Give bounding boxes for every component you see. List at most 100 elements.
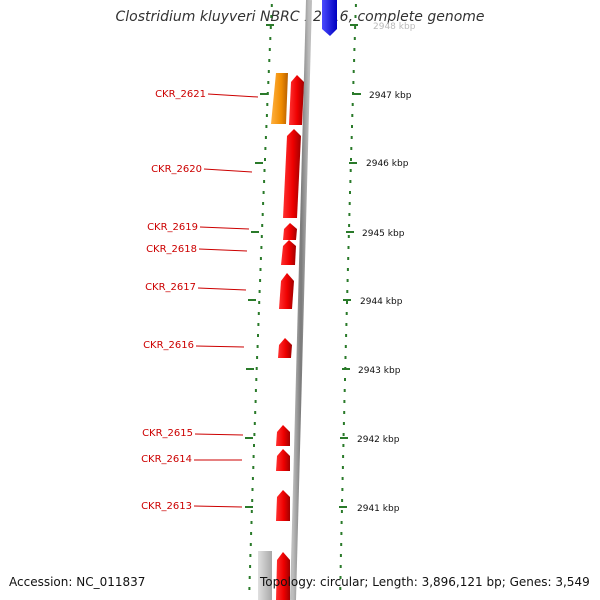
topology-label: Topology:: [260, 575, 317, 589]
gene-label[interactable]: CKR_2615: [142, 428, 193, 439]
gene-arrow-ckr-2621[interactable]: [271, 73, 288, 124]
ruler-tick: [246, 368, 254, 370]
genome-stats: Topology: circular; Length: 3,896,121 bp…: [260, 575, 590, 589]
leader-line: [194, 433, 244, 436]
gene-arrow-ckr-2619[interactable]: [283, 223, 297, 240]
gene-arrow-ckr-2620[interactable]: [283, 129, 301, 218]
guide-dot: [255, 378, 258, 381]
guide-dot: [350, 136, 353, 139]
guide-dot: [252, 466, 255, 469]
gene-label[interactable]: CKR_2619: [147, 222, 198, 233]
guide-dot: [252, 455, 255, 458]
gene-arrow[interactable]: [289, 75, 304, 125]
guide-dot: [353, 37, 356, 40]
leader-line: [198, 248, 248, 252]
ruler-tick: [248, 299, 256, 301]
guide-dot: [267, 70, 270, 73]
guide-dot: [339, 554, 342, 557]
guide-dot: [342, 433, 345, 436]
leader-line: [197, 287, 247, 291]
ruler-tick: [350, 24, 358, 26]
guide-dot: [264, 158, 266, 161]
guide-dot: [354, 4, 357, 7]
gene-arrow-ckr-2616[interactable]: [278, 338, 292, 358]
gene-arrow-blue[interactable]: [322, 0, 337, 36]
gene-label[interactable]: CKR_2621: [155, 89, 206, 100]
gene-arrow-ckr-2614[interactable]: [276, 449, 290, 471]
guide-dot: [349, 180, 352, 183]
guide-dot: [348, 213, 351, 216]
guide-dot: [248, 587, 251, 590]
ruler-label: 2947 kbp: [369, 91, 412, 101]
guide-dot: [339, 576, 342, 579]
guide-dot: [257, 312, 260, 315]
guide-dot: [340, 543, 343, 546]
guide-dot: [258, 301, 261, 304]
guide-dot: [351, 114, 354, 117]
gene-arrow-ckr-2617[interactable]: [279, 273, 294, 309]
guide-dot: [270, 4, 273, 7]
ruler-label: 2943 kbp: [358, 366, 401, 376]
guide-dot: [260, 235, 263, 238]
guide-dot: [262, 191, 265, 194]
guide-dot: [351, 125, 353, 128]
accession-label: Accession:: [9, 575, 73, 589]
guide-dot: [259, 257, 262, 260]
guide-dot: [249, 565, 252, 568]
guide-dot: [269, 26, 272, 29]
gene-label[interactable]: CKR_2616: [143, 340, 194, 351]
ruler-tick: [343, 299, 351, 301]
guide-dot: [340, 521, 343, 524]
guide-dot: [268, 48, 271, 51]
ruler-label: 2944 kbp: [360, 297, 403, 307]
gene-label[interactable]: CKR_2618: [146, 244, 197, 255]
leader-line: [199, 226, 250, 230]
ruler-tick: [245, 437, 253, 439]
guide-dot: [348, 224, 351, 227]
gene-arrow-ckr-2618[interactable]: [281, 240, 296, 265]
genes-value: 3,549: [555, 575, 590, 589]
guide-dot: [341, 466, 344, 469]
leader-line: [195, 345, 245, 348]
ruler-tick: [266, 24, 274, 26]
guide-dot: [353, 59, 356, 62]
guide-dot: [250, 510, 253, 513]
guide-dot: [260, 246, 263, 249]
guide-dot: [264, 147, 267, 150]
gene-arrow-gray[interactable]: [258, 551, 272, 600]
guide-dot: [266, 103, 269, 106]
guide-dot: [254, 411, 257, 414]
gene-arrow[interactable]: [276, 552, 290, 600]
ruler-tick: [251, 231, 259, 233]
guide-dot: [253, 433, 256, 436]
length-value: 3,896,121 bp: [421, 575, 502, 589]
guide-dot: [339, 587, 342, 590]
guide-dot: [343, 411, 346, 414]
map-title: Clostridium kluyveri NBRC 12016, complet…: [115, 9, 485, 25]
guide-dot: [345, 312, 348, 315]
guide-dot: [341, 499, 344, 502]
guide-dot: [259, 268, 262, 271]
topology-value: circular: [319, 575, 365, 589]
guide-dot: [255, 367, 258, 370]
guide-dot: [341, 488, 344, 491]
gene-arrow-ckr-2615[interactable]: [276, 425, 290, 446]
ruler-tick: [340, 437, 348, 439]
gene-label[interactable]: CKR_2617: [145, 282, 196, 293]
gene-label[interactable]: CKR_2614: [141, 454, 192, 465]
guide-dot: [254, 389, 257, 392]
guide-dot: [345, 323, 348, 326]
gene-label[interactable]: CKR_2613: [141, 501, 192, 512]
guide-dot: [250, 532, 253, 535]
guide-dot: [256, 345, 259, 348]
gene-arrow-ckr-2613[interactable]: [276, 490, 290, 521]
guide-dot: [248, 576, 251, 579]
guide-dot: [346, 268, 349, 271]
guide-dot: [262, 202, 265, 205]
guide-dot: [352, 70, 355, 73]
guide-dot: [263, 169, 266, 172]
ruler-label: 2948 kbp: [373, 22, 416, 32]
gene-label[interactable]: CKR_2620: [151, 164, 202, 175]
guide-dot: [267, 81, 270, 84]
